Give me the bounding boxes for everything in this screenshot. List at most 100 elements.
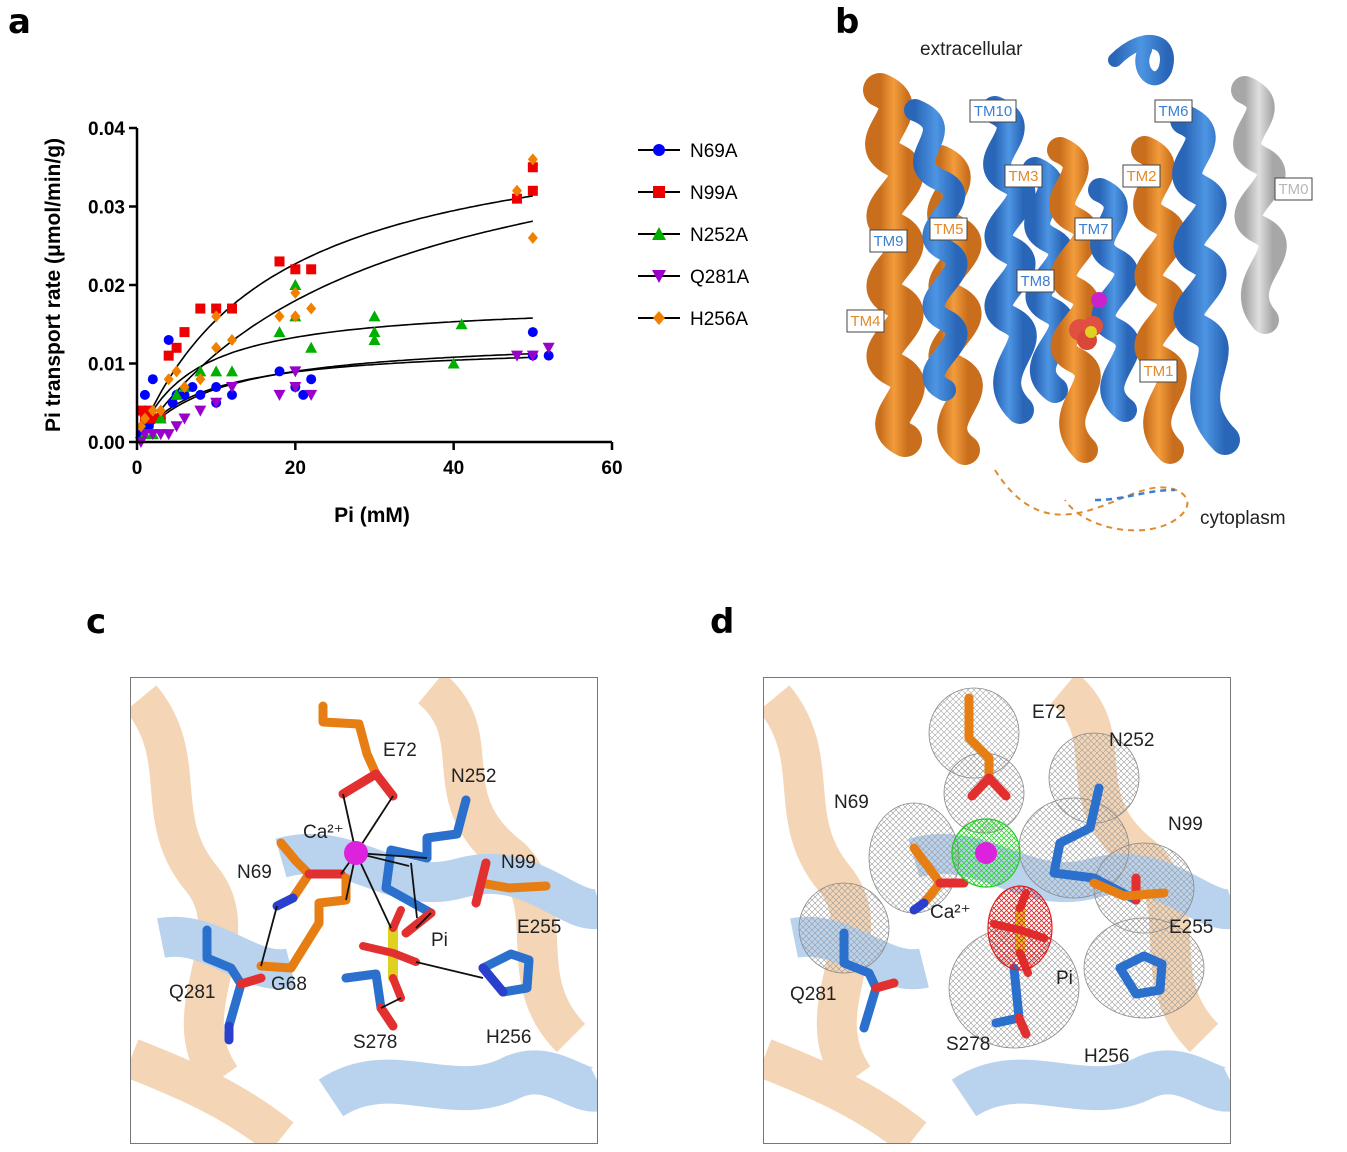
point-N69A (139, 389, 150, 400)
point-Q281A (138, 429, 151, 441)
legend-label: N69A (690, 141, 738, 162)
helix-label-box (929, 217, 968, 241)
point-N99A (171, 342, 182, 353)
point-Q281A (305, 389, 318, 401)
label-n69: N69 (834, 792, 869, 813)
point-N69A (163, 334, 174, 345)
fit-curve-H256A (137, 220, 533, 441)
point-Q281A (526, 350, 539, 362)
legend-marker (653, 144, 665, 156)
label-e72: E72 (1032, 702, 1066, 723)
helix-label-box (869, 229, 908, 253)
panel-c-structure: E72 N252 Ca²⁺ N69 N99 E255 Pi Q281 G68 S… (130, 677, 598, 1144)
helix-label: TM10 (974, 103, 1012, 120)
point-Q281A (511, 350, 523, 362)
residue-sticks (202, 701, 551, 1045)
point-Q281A (178, 413, 191, 425)
label-n99: N99 (1168, 814, 1203, 835)
y-tick-label: 0.03 (88, 198, 125, 219)
helix-label: TM5 (934, 221, 964, 238)
point-H256A (139, 412, 150, 425)
label-pi: Pi (1056, 968, 1073, 989)
x-axis-title: Pi (mM) (334, 504, 410, 527)
point-H256A (135, 420, 146, 433)
point-H256A (163, 373, 174, 386)
label-pi: Pi (431, 930, 448, 951)
helix-labels: TM10 TM6 TM3 TM2 TM0 TM9 TM5 TM7 TM8 TM4 TM1 (846, 99, 1313, 383)
disordered-loop-blue (1094, 488, 1176, 502)
label-ca: Ca²⁺ (930, 902, 971, 923)
point-N69A (227, 389, 237, 400)
label-n99: N99 (501, 852, 536, 873)
point-N252A (273, 326, 286, 338)
point-Q281A (542, 342, 555, 354)
pi-density (987, 885, 1053, 971)
y-axis-title: Pi transport rate (μmol/min/g) (42, 138, 65, 432)
point-Q281A (162, 429, 175, 441)
point-H256A (512, 184, 522, 197)
point-N69A (211, 382, 222, 393)
point-N69A (195, 389, 206, 400)
label-e255: E255 (517, 917, 561, 938)
point-N252A (368, 326, 381, 338)
point-Q281A (170, 421, 183, 433)
point-N99A (527, 162, 538, 173)
panel-d-structure: E72 N252 N69 N99 Ca²⁺ E255 Q281 Pi S278 … (763, 677, 1231, 1144)
helix-label: TM2 (1127, 168, 1157, 185)
helix-label-box (1154, 99, 1193, 123)
point-Q281A (210, 397, 223, 409)
helix-label: TM9 (874, 233, 904, 250)
point-Q281A (226, 382, 238, 394)
point-N99A (227, 303, 237, 314)
y-tick-label: 0.00 (88, 433, 125, 454)
ligand-spheres (1069, 292, 1107, 350)
legend-marker (653, 311, 665, 325)
point-N69A (543, 350, 554, 361)
panel-b-structure: extracellular cytoplasm TM10 TM6 TM3 TM2 TM0… (846, 35, 1313, 532)
point-N99A (306, 264, 317, 275)
helix-label: TM7 (1079, 221, 1109, 238)
point-N99A (147, 413, 158, 424)
point-N69A (179, 389, 190, 400)
point-Q281A (154, 429, 167, 441)
helix-label-box (1139, 359, 1178, 383)
point-Q281A (194, 405, 207, 417)
point-N69A (187, 382, 198, 393)
point-N69A (147, 374, 158, 385)
x-ticks: 0 20 40 60 (132, 442, 623, 479)
cytoplasm-label: cytoplasm (1200, 508, 1286, 529)
helix-label-box (1274, 177, 1313, 201)
helix-label: TM8 (1021, 273, 1051, 290)
helix-label-box (1004, 164, 1043, 188)
legend-label: Q281A (690, 267, 749, 288)
label-h256: H256 (486, 1027, 531, 1048)
label-n252: N252 (451, 766, 496, 787)
label-s278: S278 (946, 1034, 990, 1055)
y-ticks: 0.00 0.01 0.02 0.03 0.04 (88, 119, 137, 454)
point-H256A (195, 373, 206, 386)
panel-a-chart: 0.00 0.01 0.02 0.03 0.04 0 20 40 60 Pi (mM) Pi … (42, 119, 749, 527)
calcium-ion (344, 841, 368, 865)
point-H256A (306, 302, 317, 315)
helix-label-box (1016, 269, 1055, 293)
label-g68: G68 (271, 974, 307, 995)
point-N99A (135, 405, 146, 416)
y-tick-label: 0.04 (88, 119, 125, 140)
background-helices (131, 678, 597, 1143)
point-N99A (179, 327, 190, 338)
point-Q281A (289, 382, 302, 394)
point-N252A (368, 310, 381, 322)
legend: N69A N99A N252A Q281A H256A (638, 141, 749, 330)
point-H256A (171, 365, 182, 378)
label-n252: N252 (1109, 730, 1154, 751)
point-N252A (226, 365, 238, 377)
point-Q281A (273, 389, 286, 401)
fit-curves (137, 195, 533, 441)
point-N252A (154, 412, 167, 424)
extracellular-label: extracellular (920, 39, 1023, 60)
helix-label: TM0 (1279, 181, 1309, 198)
point-H256A (155, 404, 166, 417)
point-H256A (527, 231, 538, 244)
legend-marker (652, 227, 666, 240)
point-N252A (305, 341, 318, 353)
